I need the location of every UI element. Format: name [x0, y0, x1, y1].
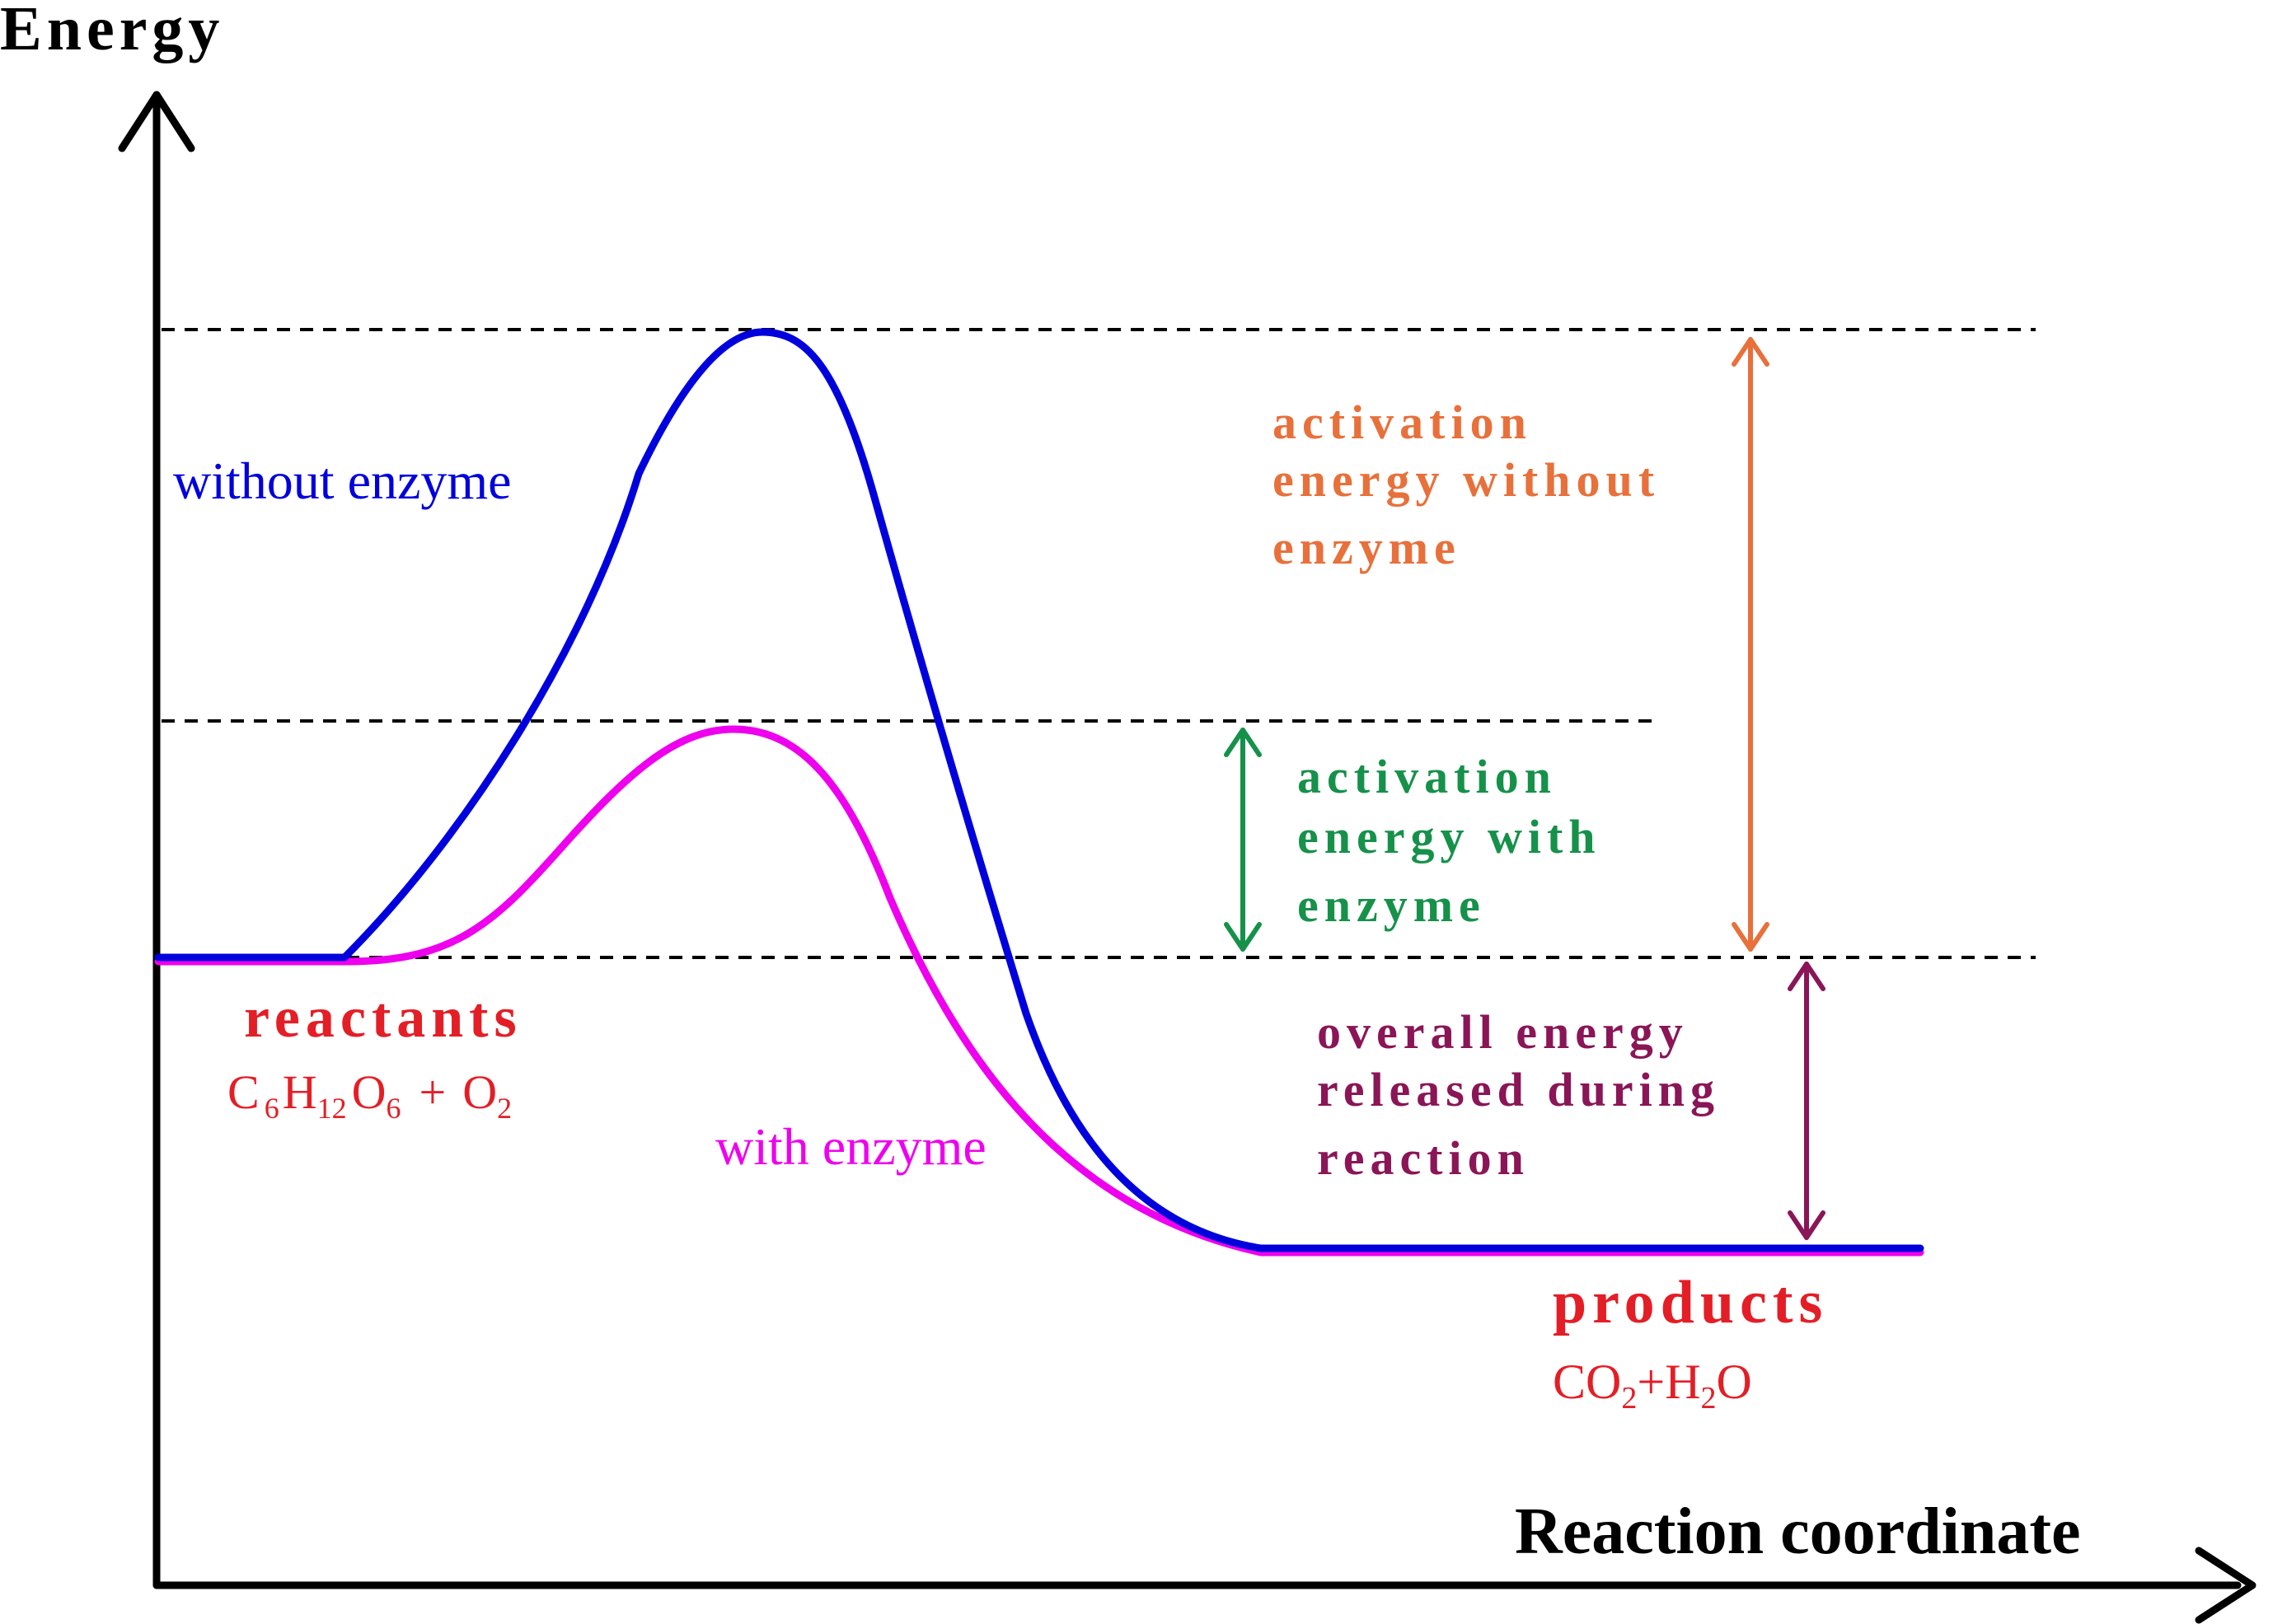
- annotation-line: overall energy: [1317, 1005, 1689, 1059]
- arrow-activation-without-enzyme: [1732, 337, 1769, 952]
- annotation-line: released during: [1317, 1063, 1720, 1116]
- axes: [118, 91, 2257, 1624]
- annotation-line: energy with: [1297, 810, 1601, 863]
- annotation-line: enzyme: [1297, 878, 1486, 932]
- y-axis-arrowhead: [118, 91, 195, 152]
- y-axis-label: Energy: [0, 0, 224, 63]
- x-axis-label: Reaction coordinate: [1515, 1495, 2081, 1568]
- curve-with-enzyme: [154, 725, 1924, 1257]
- arrow-overall-energy-released: [1788, 962, 1825, 1240]
- reference-lines: [162, 328, 2036, 959]
- annotation-line: reaction: [1317, 1131, 1530, 1185]
- label-without-enzyme: without enzyme: [173, 452, 512, 510]
- annotation-line: activation: [1297, 750, 1557, 803]
- annotation-line: energy without: [1272, 453, 1660, 507]
- reactants-formula: C 6H12 O6 + O2: [227, 1065, 512, 1125]
- annotation-line: activation: [1272, 395, 1532, 449]
- annotation-activation-with-enzyme: activation energy with enzyme: [1297, 750, 1601, 932]
- annotation-overall-energy-released: overall energy released during reaction: [1317, 1005, 1720, 1185]
- x-axis-arrowhead: [2195, 1547, 2257, 1624]
- reactants-title: reactants: [244, 986, 523, 1050]
- products-title: products: [1553, 1269, 1828, 1336]
- label-with-enzyme: with enzyme: [715, 1117, 987, 1176]
- annotation-line: enzyme: [1272, 521, 1461, 574]
- products-formula: CO2+H2O: [1553, 1355, 1752, 1416]
- curve-without-enzyme: [154, 328, 1924, 1252]
- annotation-activation-without-enzyme: activation energy without enzyme: [1272, 395, 1660, 574]
- arrow-activation-with-enzyme: [1224, 728, 1262, 952]
